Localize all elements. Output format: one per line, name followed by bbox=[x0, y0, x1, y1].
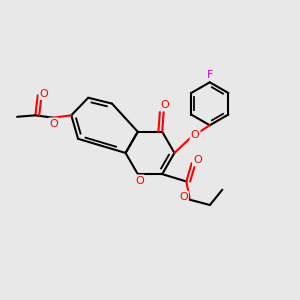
Text: O: O bbox=[49, 118, 58, 129]
Text: O: O bbox=[179, 192, 188, 202]
Text: O: O bbox=[193, 155, 202, 165]
Text: O: O bbox=[160, 100, 169, 110]
Text: F: F bbox=[207, 70, 213, 80]
Text: O: O bbox=[191, 130, 200, 140]
Text: O: O bbox=[40, 89, 49, 99]
Text: O: O bbox=[135, 176, 144, 186]
